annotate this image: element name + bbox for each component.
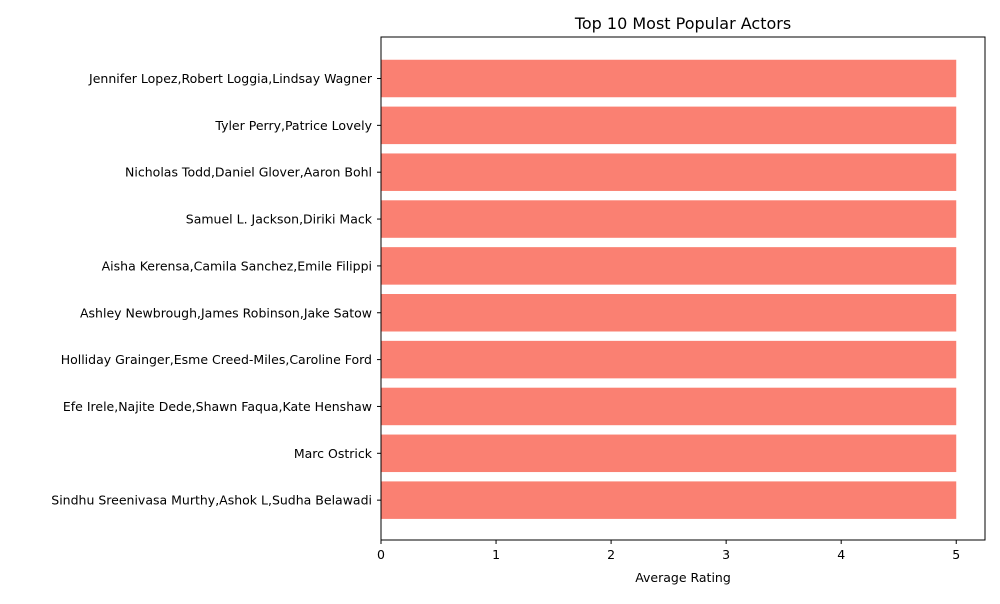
bar <box>381 200 957 238</box>
bar <box>381 340 957 379</box>
x-tick-label: 3 <box>722 547 730 562</box>
chart-title: Top 10 Most Popular Actors <box>574 14 791 33</box>
y-tick-label: Tyler Perry,Patrice Lovely <box>214 118 372 133</box>
x-tick-label: 5 <box>952 547 960 562</box>
bars-group <box>381 59 957 519</box>
x-tick-label: 2 <box>607 547 615 562</box>
y-tick-label: Nicholas Todd,Daniel Glover,Aaron Bohl <box>125 165 372 180</box>
y-tick-label: Ashley Newbrough,James Robinson,Jake Sat… <box>80 305 372 320</box>
y-tick-label: Aisha Kerensa,Camila Sanchez,Emile Filip… <box>102 258 372 273</box>
bar <box>381 106 957 145</box>
x-tick-label: 4 <box>837 547 845 562</box>
y-tick-labels: Jennifer Lopez,Robert Loggia,Lindsay Wag… <box>51 71 381 508</box>
x-axis-label: Average Rating <box>635 570 731 585</box>
bar <box>381 153 957 191</box>
x-tick-label: 0 <box>377 547 385 562</box>
bar <box>381 247 957 285</box>
y-tick-label: Sindhu Sreenivasa Murthy,Ashok L,Sudha B… <box>51 493 372 508</box>
bar <box>381 434 957 473</box>
bar <box>381 59 957 98</box>
y-tick-label: Efe Irele,Najite Dede,Shawn Faqua,Kate H… <box>63 399 372 414</box>
y-tick-label: Jennifer Lopez,Robert Loggia,Lindsay Wag… <box>88 71 373 86</box>
x-axis-ticks: 0 1 2 3 4 5 <box>377 540 960 562</box>
y-tick-label: Samuel L. Jackson,Diriki Mack <box>186 212 373 227</box>
bar <box>381 481 957 519</box>
bar <box>381 294 957 332</box>
x-tick-label: 1 <box>492 547 500 562</box>
y-tick-label: Holliday Grainger,Esme Creed-Miles,Carol… <box>61 352 372 367</box>
bar <box>381 387 957 426</box>
y-tick-label: Marc Ostrick <box>294 446 373 461</box>
plot-area-frame <box>380 36 986 541</box>
